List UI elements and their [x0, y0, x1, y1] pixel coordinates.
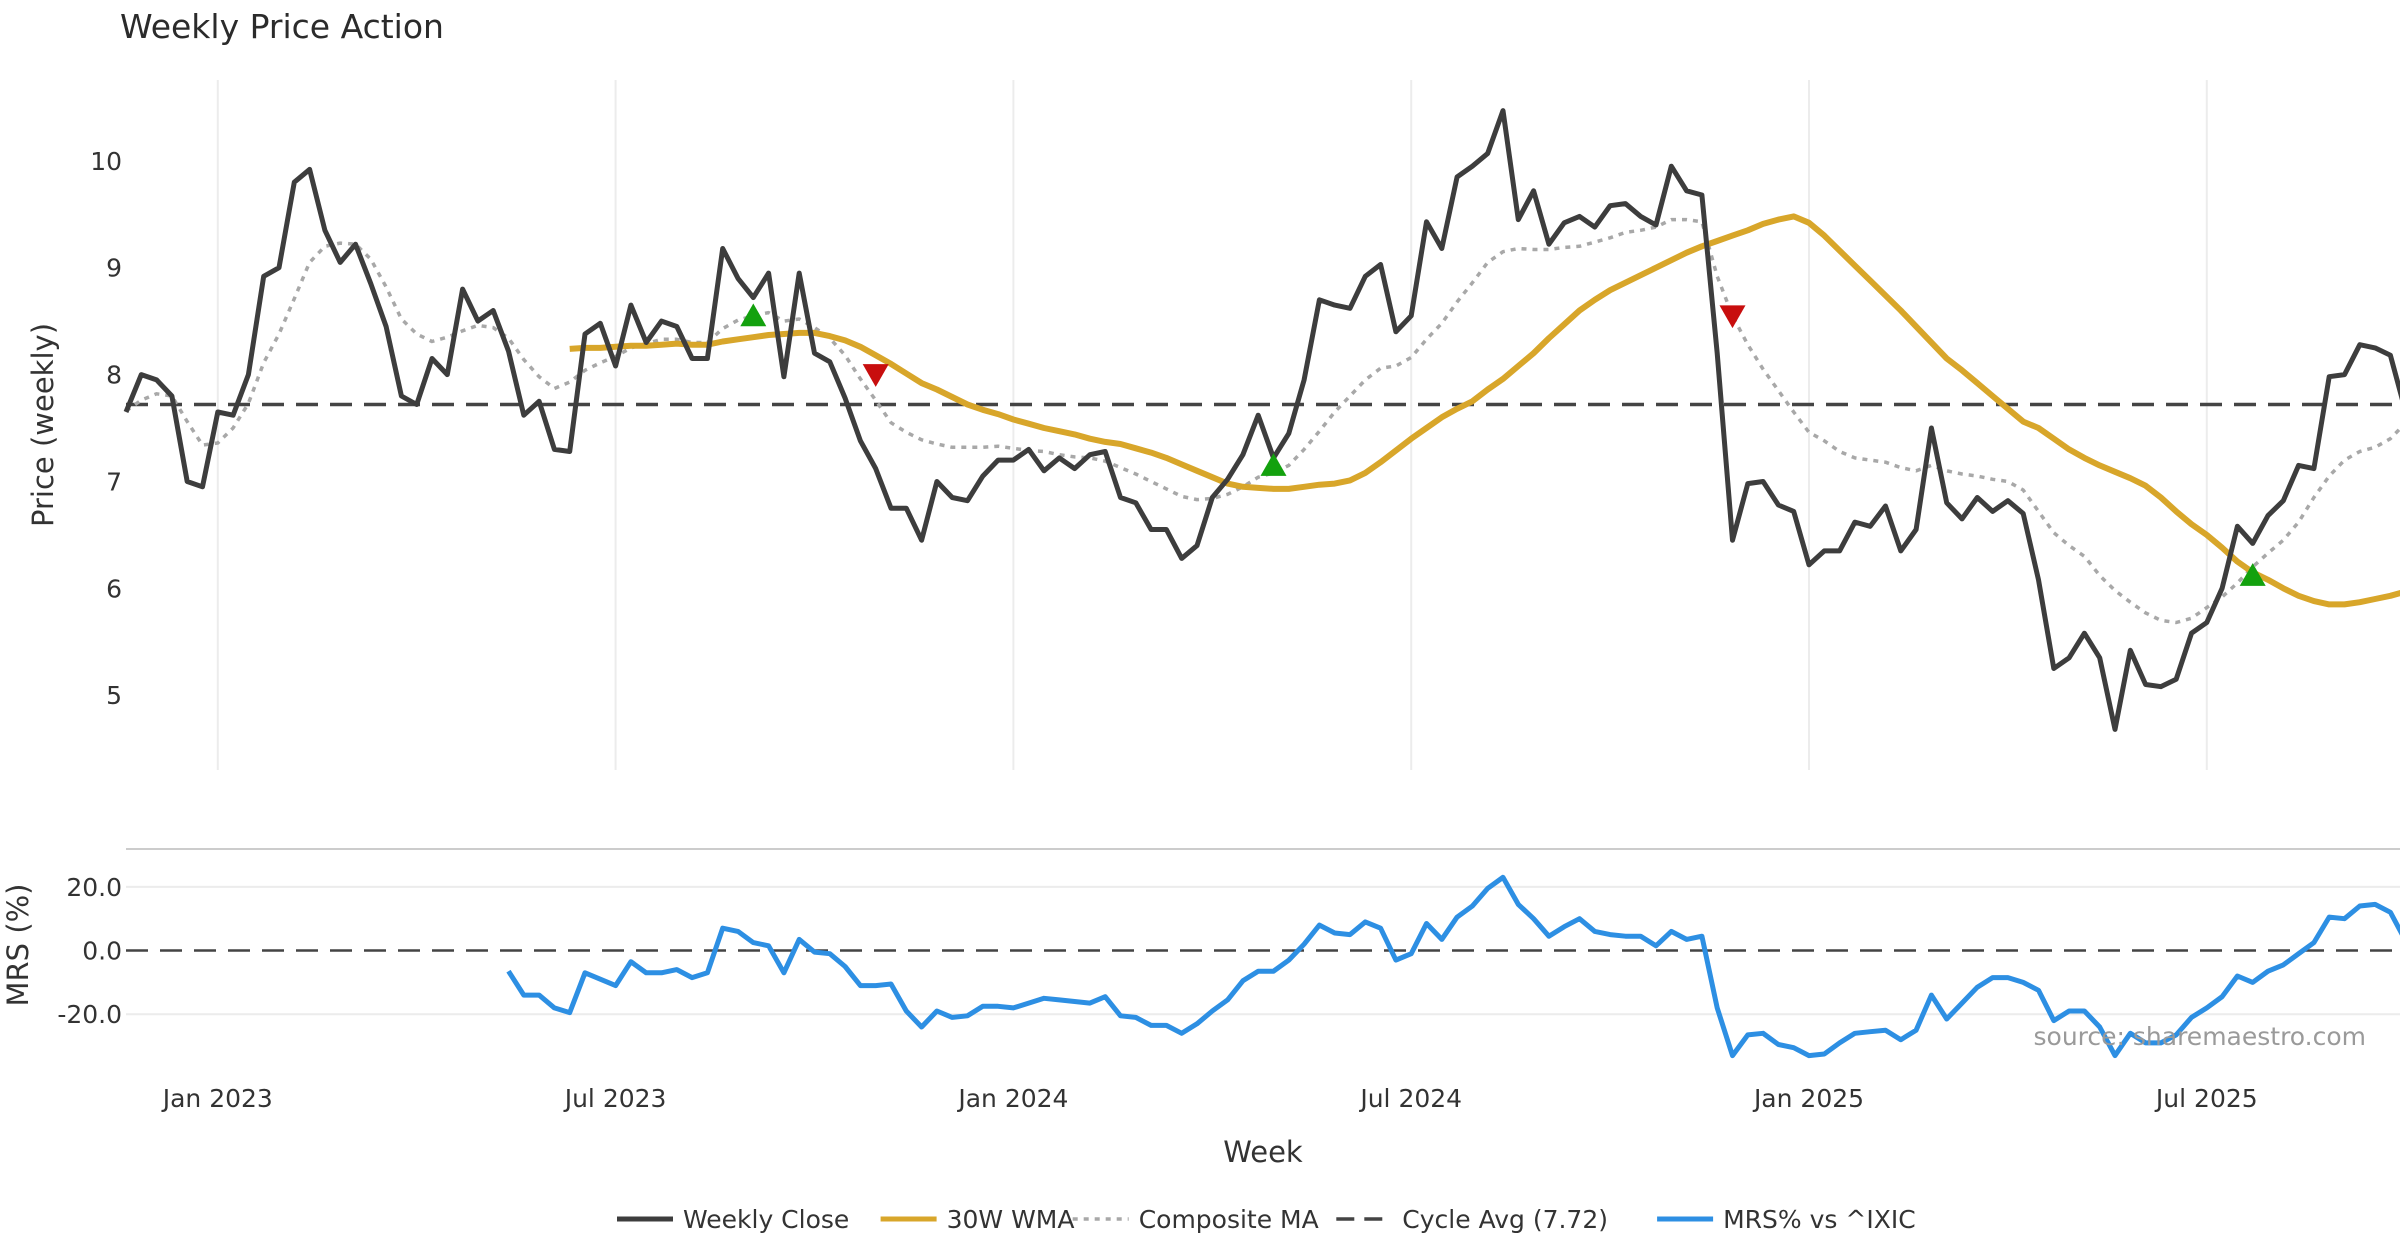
signal-markers	[740, 303, 2266, 586]
source-credit: source: sharemaestro.com	[2034, 1022, 2367, 1051]
composite-ma-line	[124, 217, 2400, 625]
price-y-tick-label: 7	[106, 467, 122, 496]
price-gridlines	[216, 80, 2208, 770]
x-tick-label: Jan 2025	[1752, 1084, 1864, 1113]
price-y-tick-label: 6	[106, 574, 122, 603]
legend: Weekly Close 30W WMA Composite MA Cycle Avg…	[617, 1205, 1916, 1234]
legend-item: 30W WMA	[880, 1205, 1075, 1234]
sell-signal-marker-3	[1719, 305, 1746, 329]
buy-signal-marker-0	[740, 303, 767, 327]
x-axis-label: Week	[1223, 1135, 1303, 1169]
x-tick-label: Jul 2024	[1358, 1084, 1462, 1113]
legend-label: MRS% vs ^IXIC	[1723, 1205, 1916, 1234]
legend-label: Weekly Close	[683, 1205, 849, 1234]
x-tick-label: Jul 2023	[563, 1084, 667, 1113]
price-y-tick-label: 10	[90, 147, 122, 176]
mrs-y-tick-label: -20.0	[57, 1000, 122, 1029]
legend-label: 30W WMA	[947, 1205, 1075, 1234]
mrs-y-tick-label: 20.0	[66, 873, 122, 902]
price-y-axis-label: Price (weekly)	[26, 323, 60, 527]
legend-item: Composite MA	[1072, 1205, 1319, 1234]
x-tick-label: Jan 2023	[161, 1084, 273, 1113]
sell-signal-marker-1	[862, 364, 889, 387]
weekly-close-line	[123, 108, 2400, 732]
mrs-y-axis-label: MRS (%)	[1, 884, 35, 1007]
x-tick-label: Jul 2025	[2154, 1084, 2258, 1113]
price-y-tick-label: 5	[106, 681, 122, 710]
chart-title: Weekly Price Action	[120, 7, 444, 46]
legend-item: Weekly Close	[617, 1205, 849, 1234]
price-y-tick-label: 8	[106, 361, 122, 390]
legend-item: MRS% vs ^IXIC	[1657, 1205, 1916, 1234]
legend-label: Composite MA	[1139, 1205, 1319, 1234]
wma-30w-line	[569, 213, 2400, 608]
mrs-y-axis-ticks: 20.0 0.0 -20.0	[57, 873, 122, 1029]
price-y-tick-label: 9	[106, 254, 122, 283]
price-y-axis-ticks: 5 6 7 8 9 10	[90, 147, 122, 710]
x-tick-label: Jan 2024	[956, 1084, 1068, 1113]
mrs-gridlines	[126, 885, 2400, 1016]
buy-signal-marker-4	[2239, 563, 2266, 586]
x-axis-ticks: Jan 2023 Jul 2023 Jan 2024 Jul 2024 Jan 2025…	[161, 1084, 2258, 1113]
mrs-y-tick-label: 0.0	[82, 937, 122, 966]
mrs-line	[506, 874, 2400, 1059]
legend-item: Cycle Avg (7.72)	[1336, 1205, 1608, 1234]
legend-label: Cycle Avg (7.72)	[1402, 1205, 1608, 1234]
buy-signal-marker-2	[1260, 453, 1287, 476]
